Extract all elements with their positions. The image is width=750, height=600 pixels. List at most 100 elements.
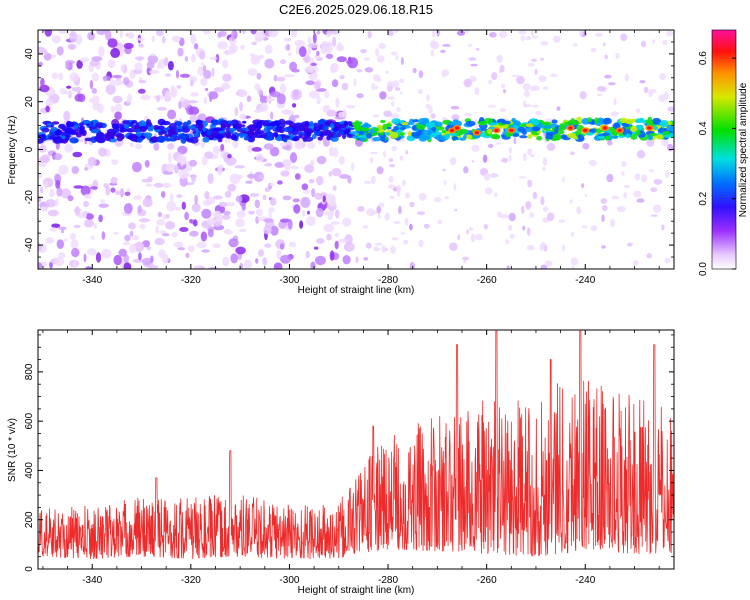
noise-blob — [56, 239, 64, 250]
noise-blob — [240, 44, 245, 51]
signal-blob — [291, 130, 299, 136]
noise-blob — [426, 94, 430, 102]
noise-blob — [189, 219, 193, 224]
noise-blob — [540, 57, 544, 61]
noise-blob — [111, 159, 119, 165]
noise-blob — [146, 61, 155, 69]
noise-blob — [294, 39, 305, 47]
signal-blob — [136, 137, 143, 143]
noise-blob — [247, 173, 256, 179]
noise-blob — [603, 42, 606, 47]
noise-blob — [269, 197, 277, 206]
noise-blob — [220, 143, 225, 151]
noise-blob — [38, 196, 42, 203]
noise-blob — [367, 30, 372, 39]
noise-blob — [194, 265, 200, 269]
noise-blob — [523, 90, 531, 98]
noise-blob — [234, 165, 246, 169]
signal-blob — [421, 129, 432, 135]
noise-blob — [171, 232, 178, 238]
noise-blob — [124, 234, 131, 242]
hotspot-peak — [454, 126, 460, 130]
noise-blob — [293, 204, 301, 214]
hotspot-peak — [474, 131, 479, 135]
signal-blob — [630, 133, 638, 140]
signal-blob — [275, 125, 282, 133]
noise-blob — [157, 211, 162, 218]
spectrogram-x-tick-label: -300 — [279, 275, 299, 286]
signal-blob — [490, 133, 500, 139]
noise-blob — [443, 180, 447, 186]
noise-blob — [588, 160, 597, 166]
noise-blob — [49, 227, 58, 232]
noise-blob — [38, 173, 43, 179]
noise-blob — [179, 176, 188, 187]
signal-blob — [139, 128, 147, 133]
noise-blob — [430, 113, 436, 119]
signal-blob — [671, 121, 674, 127]
noise-blob — [430, 41, 440, 50]
noise-blob — [263, 225, 272, 235]
spectrogram-x-label: Height of straight line (km) — [298, 285, 415, 296]
noise-blob — [624, 73, 630, 82]
noise-blob — [425, 103, 431, 109]
noise-blob — [661, 224, 665, 231]
noise-blob — [115, 190, 123, 196]
noise-blob — [176, 194, 183, 199]
noise-blob — [96, 30, 107, 35]
snr-y-tick-label: 0 — [24, 566, 35, 572]
hotspot-peak — [583, 128, 588, 132]
noise-blob — [542, 206, 549, 213]
noise-blob — [494, 192, 498, 198]
noise-blob — [653, 204, 662, 213]
signal-blob — [636, 124, 643, 131]
spectrogram-x-tick-label: -280 — [378, 275, 398, 286]
noise-blob — [224, 190, 232, 198]
signal-blob — [317, 136, 323, 141]
noise-blob — [518, 176, 526, 179]
noise-blob — [167, 109, 177, 120]
signal-blob — [462, 135, 467, 139]
noise-blob — [134, 143, 143, 150]
signal-blob — [663, 134, 672, 138]
signal-blob — [298, 131, 305, 136]
signal-blob — [542, 121, 552, 126]
noise-blob — [356, 69, 363, 73]
signal-blob — [393, 126, 399, 131]
noise-blob — [398, 205, 402, 215]
noise-blob — [463, 260, 467, 264]
noise-blob — [209, 56, 218, 60]
noise-blob — [497, 211, 502, 218]
noise-blob — [283, 110, 295, 115]
noise-blob — [385, 70, 389, 74]
signal-blob — [531, 119, 540, 126]
noise-blob — [160, 191, 166, 198]
noise-blob — [511, 74, 521, 78]
noise-blob — [203, 69, 212, 79]
signal-blob — [229, 127, 237, 132]
noise-blob — [601, 214, 605, 222]
noise-blob — [355, 256, 359, 264]
noise-blob — [552, 35, 561, 43]
noise-blob — [288, 52, 292, 56]
noise-blob — [342, 255, 351, 265]
noise-blob — [191, 203, 201, 213]
signal-blob — [127, 135, 133, 140]
noise-blob — [256, 72, 262, 80]
noise-blob — [621, 161, 627, 167]
signal-blob — [441, 130, 447, 134]
signal-blob — [319, 118, 326, 125]
noise-blob — [307, 47, 312, 55]
noise-blob — [176, 85, 182, 89]
noise-blob — [67, 195, 74, 202]
noise-blob — [247, 68, 258, 76]
noise-blob — [476, 47, 480, 51]
signal-blob — [567, 132, 577, 139]
noise-blob — [187, 245, 195, 253]
noise-blob — [156, 219, 166, 226]
noise-blob — [229, 44, 237, 55]
noise-blob — [170, 193, 174, 203]
noise-blob — [229, 173, 241, 185]
noise-blob — [506, 265, 510, 269]
